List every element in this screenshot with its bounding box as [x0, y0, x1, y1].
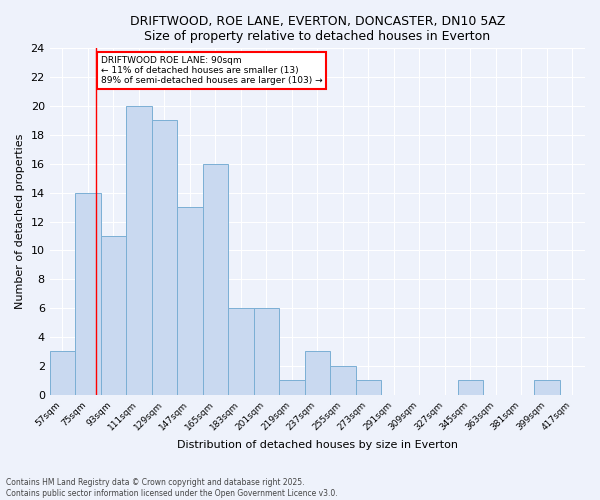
Bar [50, 352, 75, 395]
Bar [534, 380, 560, 394]
X-axis label: Distribution of detached houses by size in Everton: Distribution of detached houses by size … [177, 440, 458, 450]
Bar [203, 164, 228, 394]
Bar [305, 352, 330, 395]
Bar [356, 380, 381, 394]
Bar [279, 380, 305, 394]
Title: DRIFTWOOD, ROE LANE, EVERTON, DONCASTER, DN10 5AZ
Size of property relative to d: DRIFTWOOD, ROE LANE, EVERTON, DONCASTER,… [130, 15, 505, 43]
Bar [458, 380, 483, 394]
Bar [75, 192, 101, 394]
Bar [330, 366, 356, 394]
Bar [101, 236, 126, 394]
Bar [254, 308, 279, 394]
Bar [228, 308, 254, 394]
Text: DRIFTWOOD ROE LANE: 90sqm
← 11% of detached houses are smaller (13)
89% of semi-: DRIFTWOOD ROE LANE: 90sqm ← 11% of detac… [101, 56, 322, 86]
Text: Contains HM Land Registry data © Crown copyright and database right 2025.
Contai: Contains HM Land Registry data © Crown c… [6, 478, 338, 498]
Y-axis label: Number of detached properties: Number of detached properties [15, 134, 25, 309]
Bar [126, 106, 152, 395]
Bar [152, 120, 177, 394]
Bar [177, 207, 203, 394]
